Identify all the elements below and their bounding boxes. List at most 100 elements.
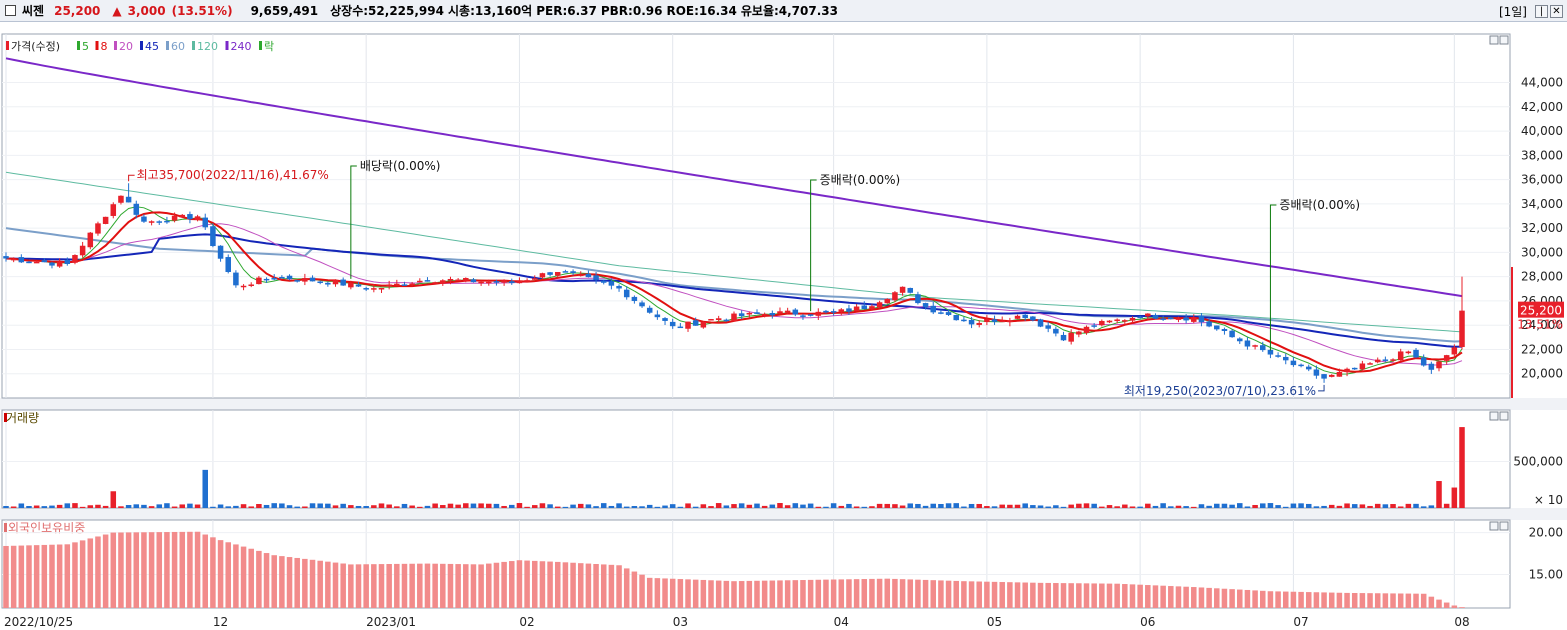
volume-bar (953, 503, 959, 508)
legend-swatch (6, 41, 9, 50)
foreign-bar (1091, 583, 1097, 608)
candle-body (1114, 319, 1120, 322)
foreign-bar (585, 563, 592, 608)
volume-bar (102, 505, 109, 508)
last-price-label: 25,200 (1520, 304, 1562, 318)
select-checkbox[interactable] (5, 5, 16, 16)
candle-body (171, 215, 178, 221)
foreign-bar (363, 564, 369, 608)
volume-bar (1007, 504, 1013, 508)
foreign-bar (1420, 593, 1427, 608)
volume-bar (869, 506, 875, 508)
foreign-bar (509, 561, 515, 608)
candle-body (1298, 364, 1304, 367)
foreign-bar (623, 568, 630, 608)
foreign-bar (210, 537, 216, 608)
volume-bar (3, 506, 9, 508)
candle-body (463, 277, 469, 281)
volume-bar (1168, 506, 1174, 508)
close-icon[interactable]: ✕ (1550, 5, 1563, 18)
candle-body (700, 322, 707, 328)
candle-body (110, 204, 117, 216)
volume-bar (761, 505, 768, 508)
volume-bar (708, 506, 714, 508)
volume-bar (463, 503, 469, 508)
foreign-bar (1175, 586, 1182, 608)
volume-bar (202, 469, 209, 508)
volume-bar (784, 505, 791, 508)
reserve-ratio: 유보율:4,707.33 (740, 4, 838, 18)
x-tick-label: 04 (834, 615, 849, 629)
foreign-bar (547, 561, 553, 608)
candle-body (1175, 318, 1182, 320)
candle-body (984, 318, 990, 323)
foreign-bar (1076, 583, 1082, 608)
candle-body (1129, 317, 1136, 321)
foreign-bar (1328, 592, 1335, 608)
foreign-bar (10, 545, 17, 608)
stock-chart[interactable]: 44,000 42,000 40,000 38,000 36,000 34,000 32,0… (0, 22, 1567, 630)
legend-label: 가격(수정) (11, 40, 60, 53)
foreign-bar (754, 580, 760, 608)
candle-body (1382, 359, 1389, 361)
foreign-bar (64, 544, 71, 608)
volume-bar (907, 503, 914, 508)
legend-swatch (77, 41, 80, 50)
foreign-bar (432, 563, 438, 608)
volume-bar (1221, 503, 1228, 508)
candle-body (217, 245, 224, 259)
volume-bar (654, 506, 661, 508)
restore-icon[interactable]: | (1535, 5, 1548, 18)
volume-bar (417, 506, 423, 508)
high-marker (128, 174, 135, 182)
volume-bar (1298, 503, 1304, 508)
volume-bar (64, 503, 71, 508)
candle-body (447, 278, 454, 281)
foreign-bar (102, 534, 109, 608)
foreign-bar (1221, 588, 1228, 608)
foreign-bar (761, 580, 768, 608)
candle-body (386, 284, 392, 287)
foreign-bar (1390, 593, 1396, 608)
candle-body (417, 280, 423, 283)
price-panel (1, 33, 1511, 399)
candle-body (18, 257, 25, 263)
candle-body (271, 278, 277, 280)
candle-body (1145, 313, 1151, 317)
volume-bar (539, 503, 546, 508)
volume-bar (1290, 503, 1297, 508)
foreign-bar (3, 545, 9, 608)
period-selector[interactable]: [1일] (1498, 5, 1527, 19)
foreign-bar (1305, 592, 1312, 608)
foreign-bar (616, 565, 622, 608)
volume-bar (838, 505, 845, 508)
volume-bar (1106, 505, 1113, 508)
volume-bar (531, 505, 538, 508)
candle-body (194, 216, 201, 220)
ma60-line (5, 227, 1463, 343)
candle-body (95, 223, 101, 234)
foreign-bar (1359, 593, 1366, 608)
volume-bar (1114, 506, 1120, 508)
candle-body (807, 314, 814, 316)
volume-bar (662, 505, 668, 508)
volume-bar (861, 506, 868, 508)
volume-bar (355, 505, 362, 508)
x-tick-label: 02 (519, 615, 534, 629)
foreign-bar (654, 578, 661, 608)
foreign-bar (325, 561, 331, 608)
volume-bar (746, 504, 753, 508)
volume-bar (807, 503, 814, 508)
stock-name[interactable]: 씨젠 (22, 4, 45, 18)
foreign-bar (156, 532, 163, 608)
panel-maximize-icon (1489, 411, 1499, 421)
last-price-tag (1518, 301, 1564, 318)
candle-body (225, 257, 231, 272)
volume-bar (876, 503, 883, 508)
candle-body (302, 278, 308, 282)
candle-body (348, 282, 354, 288)
volume-bar (348, 505, 354, 508)
foreign-bar (409, 563, 415, 608)
candle-body (87, 232, 94, 248)
candle-body (455, 279, 461, 282)
